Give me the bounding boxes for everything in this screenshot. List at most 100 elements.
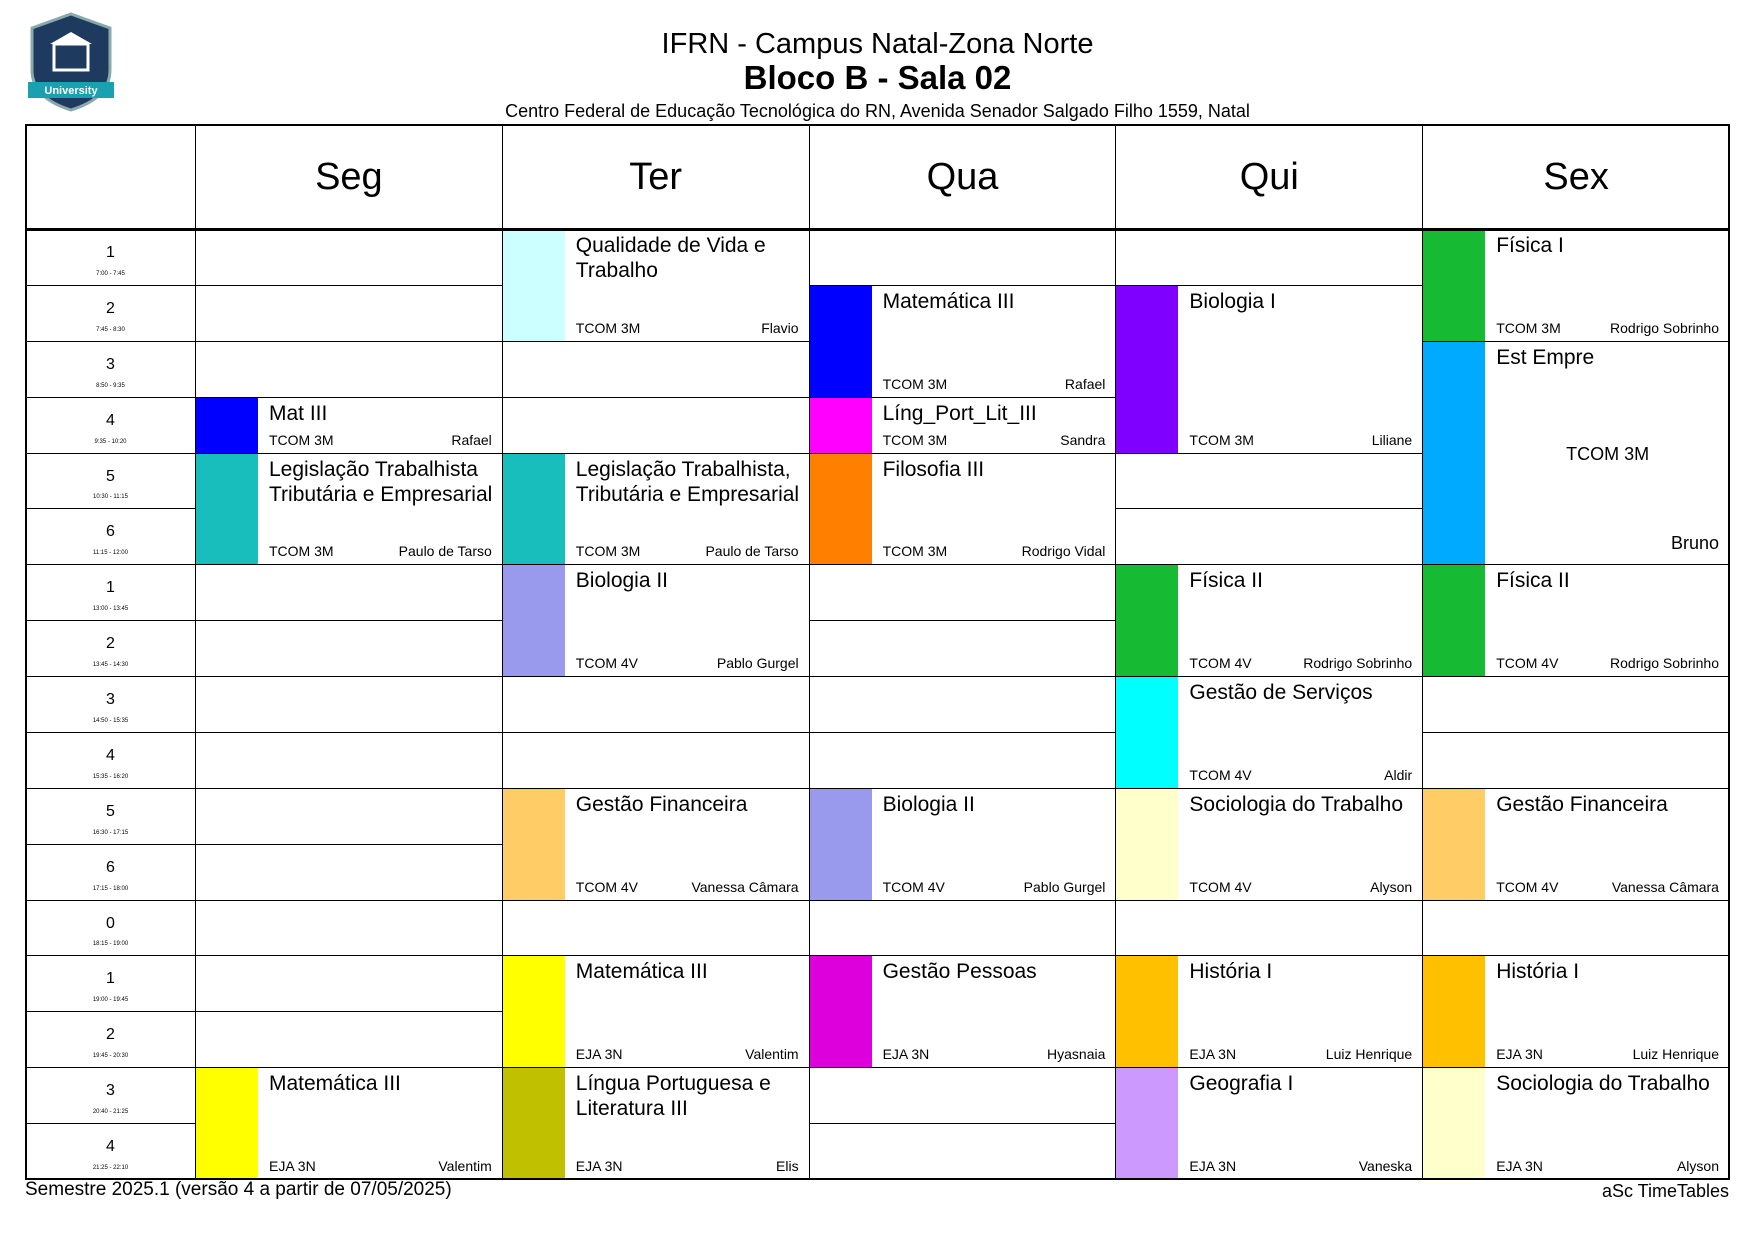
period-time: 19:45 - 20:30	[92, 1053, 129, 1060]
lesson: Sociologia do Trabalho EJA 3N Alyson	[1422, 1067, 1730, 1180]
lesson-teacher: Alyson	[1676, 1157, 1719, 1174]
lesson-color	[1423, 565, 1486, 677]
lesson-class: TCOM 3M	[1566, 443, 1650, 464]
period-label: 1	[106, 244, 115, 261]
period-time: 20:40 - 21:25	[92, 1109, 129, 1116]
lesson-class: EJA 3N	[882, 1046, 930, 1063]
period-label: 2	[106, 635, 115, 653]
lesson-teacher: Flavio	[761, 319, 799, 336]
logo-text: University	[44, 85, 98, 97]
lesson-color	[502, 788, 565, 900]
lesson-color	[1116, 565, 1179, 677]
lesson-teacher: Bruno	[1670, 533, 1719, 554]
lesson-subject: Biologia I	[1189, 289, 1276, 313]
lesson: Legislação Trabalhista, Tributária e Emp…	[501, 452, 810, 566]
lesson-subject: Legislação Trabalhista, Tributária e Emp…	[575, 457, 800, 506]
period-time: 11:15 - 12:00	[93, 550, 128, 557]
lesson-color	[502, 956, 565, 1068]
lesson: Filosofia III TCOM 3M Rodrigo Vidal	[808, 452, 1117, 566]
lesson-color	[196, 1068, 258, 1179]
lesson-teacher: Alyson	[1370, 878, 1413, 895]
lesson-color	[1423, 956, 1486, 1068]
lesson-color	[1423, 341, 1486, 565]
lesson-color	[809, 285, 872, 397]
lesson: Líng_Port_Lit_III TCOM 3M Sandra	[808, 396, 1117, 454]
lesson: Matemática III TCOM 3M Rafael	[808, 284, 1117, 398]
lesson-color	[1116, 956, 1179, 1068]
lesson: Gestão Financeira TCOM 4V Vanessa Câmara	[501, 787, 810, 901]
lesson-class: TCOM 3M	[882, 431, 948, 448]
lesson-teacher: Liliane	[1371, 431, 1413, 448]
lesson-color	[1116, 285, 1179, 453]
period-label: 3	[106, 1082, 115, 1100]
lesson-subject: Qualidade de Vida e Trabalho	[575, 234, 766, 282]
lesson-class: TCOM 3M	[882, 375, 948, 392]
lesson-class: TCOM 3M	[269, 543, 334, 560]
lesson: Matemática III EJA 3N Valentim	[195, 1067, 503, 1180]
lesson-subject: Matemática III	[882, 289, 1015, 313]
lesson-subject: Física II	[1496, 569, 1570, 593]
lesson-subject: Est Empre	[1496, 345, 1595, 369]
lesson: Biologia II TCOM 4V Pablo Gurgel	[808, 787, 1117, 901]
address: Centro Federal de Educação Tecnológica d…	[505, 101, 1250, 121]
lesson-class: EJA 3N	[575, 1046, 623, 1063]
lesson-class: TCOM 4V	[1189, 878, 1252, 895]
lesson-class: EJA 3N	[1496, 1157, 1543, 1174]
lesson-teacher: Rodrigo Vidal	[1021, 543, 1106, 560]
lesson-subject: Gestão de Serviços	[1189, 681, 1373, 705]
lesson-subject: Gestão Financeira	[1496, 792, 1668, 816]
lesson-color	[1423, 788, 1486, 900]
lesson-color	[1116, 677, 1179, 788]
title: IFRN - Campus Natal-Zona Norte	[661, 28, 1094, 60]
logo-roof	[50, 32, 92, 44]
lesson-color	[809, 397, 872, 453]
period-time: 13:45 - 14:30	[92, 662, 129, 669]
lesson-teacher: Sandra	[1060, 431, 1106, 448]
period-label: 6	[106, 858, 115, 876]
lesson-subject: História I	[1189, 960, 1273, 984]
lesson: Física I TCOM 3M Rodrigo Sobrinho	[1422, 229, 1730, 342]
lesson-teacher: Valentim	[745, 1046, 799, 1063]
lesson-class: TCOM 3M	[1496, 319, 1561, 336]
lesson-class: TCOM 4V	[1496, 655, 1559, 672]
lesson-class: TCOM 3M	[575, 543, 641, 560]
lesson-subject: Gestão Pessoas	[882, 960, 1037, 984]
lesson-teacher: Rafael	[451, 431, 492, 448]
lesson-color	[1423, 1068, 1486, 1179]
period-label: 1	[106, 579, 115, 597]
lesson-class: EJA 3N	[575, 1157, 623, 1174]
lesson-subject: Física II	[1189, 569, 1263, 593]
lesson-teacher: Rafael	[1064, 375, 1106, 392]
period-time: 13:00 - 13:45	[92, 606, 129, 613]
lesson-subject: Legislação Trabalhista Tributária e Empr…	[269, 457, 493, 506]
lesson-color	[1423, 230, 1486, 341]
lesson-subject: Matemática III	[269, 1072, 401, 1096]
logo-ribbon	[28, 82, 114, 98]
lesson-subject: Líng_Port_Lit_III	[882, 401, 1037, 425]
lesson-color	[502, 565, 565, 677]
lesson: Legislação Trabalhista Tributária e Empr…	[195, 452, 503, 566]
lesson-teacher: Paulo de Tarso	[398, 543, 492, 560]
header-rule	[25, 228, 1730, 231]
lesson-teacher: Valentim	[438, 1157, 492, 1174]
lesson-subject: Gestão Financeira	[575, 792, 748, 816]
room: Bloco B - Sala 02	[743, 59, 1012, 96]
lesson: Língua Portuguesa e Literatura III EJA 3N…	[501, 1067, 810, 1180]
lesson: Física II TCOM 4V Rodrigo Sobrinho	[1422, 564, 1730, 678]
period-label: 6	[106, 523, 115, 541]
lesson: Est Empre TCOM 3M Bruno	[1422, 340, 1730, 566]
lesson-class: TCOM 3M	[882, 543, 948, 560]
period-time: 16:30 - 17:15	[92, 829, 129, 836]
lesson: Mat III TCOM 3M Rafael	[195, 396, 503, 454]
lesson-class: EJA 3N	[1189, 1157, 1237, 1174]
lesson: Gestão Pessoas EJA 3N Hyasnaia	[808, 955, 1117, 1069]
period-time: 9:35 - 10:20	[94, 438, 127, 445]
lesson: Sociologia do Trabalho TCOM 4V Alyson	[1115, 787, 1424, 901]
lesson-class: TCOM 4V	[575, 878, 639, 895]
period-label: 3	[106, 355, 115, 373]
lesson: Biologia II TCOM 4V Pablo Gurgel	[501, 564, 810, 678]
lesson-class: TCOM 3M	[1189, 431, 1254, 448]
lesson-class: TCOM 3M	[575, 319, 641, 336]
lesson-subject: História I	[1496, 960, 1580, 984]
lesson-teacher: Aldir	[1384, 766, 1413, 783]
